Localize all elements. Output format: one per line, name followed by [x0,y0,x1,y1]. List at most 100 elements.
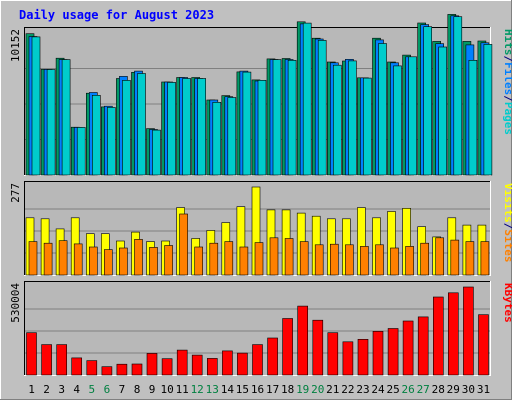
x-tick-label: 18 [281,383,294,396]
legend-item: Visits [502,183,512,223]
bar-sites-day-12 [194,246,203,276]
bar-pages-day-25 [393,65,402,176]
bar-sites-day-31 [480,241,490,276]
x-tick-label: 4 [73,383,80,396]
x-axis: 1 2 3 4 5 6 7 8 9 10 11 12 13 14 15 16 17 18 19 20 21 22 23 24 2… [28,383,490,396]
bar-kbytes-day-10 [161,358,173,376]
bar-pages-day-26 [408,56,417,176]
bar-sites-day-3 [58,240,68,276]
bar-kbytes-day-31 [478,314,489,376]
bar-pages-day-4 [76,127,86,176]
x-tick-label: 12 [191,383,204,396]
legend-item: / [502,223,512,230]
bar-sites-day-21 [329,243,339,276]
bar-pages-day-24 [378,43,387,176]
x-tick-label: 11 [176,383,189,396]
bar-pages-day-18 [287,59,297,176]
x-tick-label: 26 [401,383,414,396]
y-max-label: 530004 [9,283,22,323]
x-tick-label: 30 [462,383,475,396]
x-tick-label: 1 [28,383,35,396]
bar-kbytes-day-19 [297,305,309,376]
x-tick-label: 21 [326,383,339,396]
x-tick-label: 23 [356,383,369,396]
bar-pages-day-17 [272,59,282,176]
bar-sites-day-23 [360,246,369,276]
bar-kbytes-day-8 [131,363,143,376]
bar-sites-day-18 [284,238,294,276]
bar-pages-day-21 [332,64,342,176]
bar-pages-day-8 [137,73,146,176]
bar-kbytes-day-14 [222,350,233,376]
bar-kbytes-day-25 [387,328,399,376]
bar-kbytes-day-13 [207,358,218,376]
bar-kbytes-day-1 [26,332,37,376]
x-tick-label: 16 [251,383,264,396]
bar-kbytes-day-5 [86,360,98,376]
bar-kbytes-day-17 [267,337,278,376]
x-tick-label: 19 [296,383,309,396]
bar-sites-day-9 [149,247,158,276]
x-tick-label: 28 [432,383,445,396]
legend-item: Files [502,62,512,95]
x-tick-label: 5 [88,383,95,396]
x-tick-label: 31 [477,383,490,396]
bar-pages-day-31 [483,44,493,176]
x-tick-label: 3 [58,383,65,396]
bar-kbytes-day-16 [252,344,263,376]
bar-pages-day-7 [122,80,131,176]
bar-kbytes-day-12 [191,354,203,376]
x-tick-label: 25 [386,383,399,396]
bar-sites-day-1 [28,241,38,276]
x-tick-label: 27 [417,383,430,396]
bar-kbytes-day-30 [463,286,474,376]
bar-pages-day-20 [317,40,327,176]
legend-item: Pages [502,102,512,135]
bar-kbytes-day-11 [176,349,188,376]
y-max-label: 10152 [9,29,22,62]
legend-item: / [502,95,512,102]
x-tick-label: 15 [236,383,249,396]
x-tick-label: 13 [206,383,219,396]
bar-pages-day-11 [182,78,191,176]
panel-kbytes: 530004 KBytes [9,281,512,376]
bar-sites-day-28 [435,237,445,276]
legend-hits: Hits/Files/Pages [502,29,512,135]
bar-kbytes-day-22 [342,341,354,376]
bar-kbytes-day-24 [372,330,384,376]
x-tick-label: 8 [134,383,141,396]
bar-sites-day-5 [89,246,98,276]
bar-kbytes-day-21 [327,332,339,376]
bar-sites-day-17 [269,237,279,276]
legend-item: / [502,56,512,63]
panel-visits: 277 Visits/Sites [9,181,512,276]
bar-sites-day-30 [465,241,475,276]
bar-sites-day-11 [179,213,188,276]
bar-kbytes-day-28 [432,296,444,376]
x-tick-label: 7 [119,383,126,396]
bar-pages-day-9 [152,129,161,176]
bar-pages-day-1 [31,36,41,176]
bar-kbytes-day-3 [56,344,68,376]
bar-sites-day-2 [43,242,53,276]
x-tick-label: 22 [341,383,354,396]
bar-pages-day-23 [363,77,372,176]
bar-sites-day-6 [104,249,113,276]
bar-sites-day-25 [390,247,399,276]
bar-kbytes-day-15 [237,352,248,376]
bar-pages-day-5 [92,95,101,176]
bar-pages-day-15 [242,71,252,176]
x-tick-label: 2 [43,383,50,396]
bar-pages-day-10 [167,82,176,176]
x-tick-label: 10 [160,383,173,396]
bar-kbytes-day-6 [101,366,113,376]
bar-sites-day-13 [209,242,219,276]
bar-sites-day-4 [73,243,83,276]
bar-kbytes-day-4 [71,357,82,376]
bar-pages-day-27 [423,26,433,176]
bar-sites-day-29 [450,239,460,276]
bar-sites-day-10 [164,245,173,276]
bar-pages-day-29 [453,16,463,176]
